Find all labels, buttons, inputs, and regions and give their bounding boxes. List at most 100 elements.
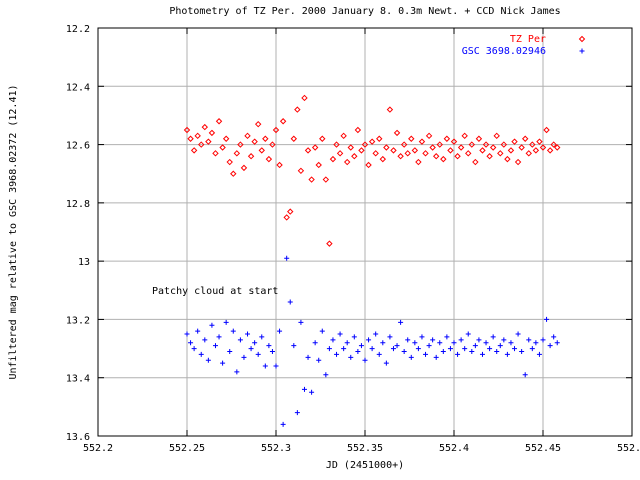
data-point-diamond: [393, 129, 401, 137]
data-point-diamond: [468, 141, 476, 148]
data-point-diamond: [208, 129, 216, 137]
data-point-diamond: [440, 155, 447, 163]
data-point-plus: [262, 363, 268, 369]
data-point-plus: [202, 337, 208, 343]
data-point-diamond: [482, 141, 490, 148]
legend-marker-plus: [579, 48, 585, 54]
data-point-plus: [362, 357, 368, 363]
data-point-plus: [515, 331, 521, 337]
plot-frame: [97, 27, 633, 437]
data-point-diamond: [304, 147, 312, 154]
data-point-plus: [209, 322, 215, 328]
data-point-plus: [369, 346, 375, 352]
data-point-diamond: [497, 150, 504, 157]
data-point-plus: [423, 351, 429, 357]
data-point-plus: [316, 357, 322, 363]
data-point-plus: [508, 340, 514, 346]
data-point-diamond: [279, 118, 287, 125]
data-point-plus: [451, 340, 457, 346]
data-point-plus: [309, 389, 315, 395]
data-point-plus: [426, 343, 432, 349]
data-point-plus: [465, 331, 471, 337]
data-point-diamond: [368, 138, 376, 145]
data-point-plus: [241, 354, 247, 360]
data-point-plus: [227, 348, 233, 354]
data-point-diamond: [308, 176, 315, 183]
data-point-diamond: [486, 153, 493, 160]
series-tz-per: [183, 94, 561, 247]
data-point-plus: [497, 343, 503, 349]
data-point-plus: [284, 255, 290, 261]
data-point-diamond: [283, 214, 290, 221]
data-point-diamond: [429, 144, 436, 151]
data-point-plus: [337, 331, 343, 337]
data-point-diamond: [415, 158, 422, 166]
x-tick-label: 552.45: [525, 443, 561, 454]
data-point-diamond: [358, 147, 365, 154]
data-point-plus: [444, 334, 450, 340]
y-axis-label: Unfiltered mag relative to GSC 3968.0237…: [8, 84, 19, 379]
y-tick-label: 12.2: [66, 24, 90, 35]
data-point-plus: [280, 421, 286, 427]
data-point-plus: [529, 346, 535, 352]
data-point-diamond: [514, 158, 522, 166]
data-point-plus: [188, 340, 194, 346]
data-point-plus: [198, 351, 204, 357]
data-point-plus: [305, 354, 311, 360]
data-point-diamond: [183, 126, 191, 134]
data-point-plus: [440, 348, 446, 354]
data-point-plus: [312, 340, 318, 346]
data-point-plus: [234, 369, 240, 375]
data-point-plus: [220, 360, 226, 366]
data-point-plus: [504, 351, 510, 357]
data-point-plus: [544, 316, 550, 322]
data-point-diamond: [240, 164, 248, 172]
data-point-diamond: [190, 147, 198, 154]
data-point-plus: [351, 334, 357, 340]
data-point-diamond: [319, 135, 326, 142]
data-point-plus: [462, 346, 468, 352]
data-point-diamond: [550, 141, 557, 148]
data-point-plus: [390, 346, 396, 352]
data-point-diamond: [504, 155, 511, 163]
data-point-plus: [277, 328, 283, 334]
data-point-diamond: [290, 135, 298, 142]
data-point-plus: [237, 337, 243, 343]
data-point-diamond: [411, 147, 419, 154]
data-point-plus: [334, 351, 340, 357]
data-point-plus: [547, 343, 553, 349]
data-point-plus: [501, 337, 507, 343]
data-point-plus: [366, 337, 372, 343]
x-tick-label: 552.5: [617, 443, 640, 454]
data-point-diamond: [489, 144, 497, 151]
data-point-plus: [522, 372, 528, 378]
data-point-plus: [380, 340, 386, 346]
data-point-plus: [487, 346, 493, 352]
x-tick-label: 552.2: [83, 443, 113, 454]
data-point-plus: [205, 357, 211, 363]
data-point-plus: [230, 328, 236, 334]
data-point-diamond: [475, 135, 483, 142]
data-point-plus: [252, 340, 258, 346]
data-point-diamond: [244, 132, 251, 140]
data-point-plus: [526, 337, 532, 343]
data-point-diamond: [247, 153, 255, 160]
data-point-plus: [433, 354, 439, 360]
data-point-diamond: [254, 120, 262, 128]
data-point-diamond: [525, 150, 532, 157]
y-tick-label: 13.2: [66, 315, 90, 326]
data-point-plus: [266, 343, 272, 349]
data-point-diamond: [422, 150, 429, 157]
annotation-text: Patchy cloud at start: [152, 286, 278, 297]
data-point-diamond: [265, 155, 273, 163]
data-point-plus: [472, 343, 478, 349]
series-gsc-3698-02946: [184, 255, 560, 427]
data-point-diamond: [383, 144, 390, 151]
data-point-diamond: [529, 141, 536, 148]
axis-ticks: 552.2 552.25 552.3 552.35 552.4 552.45 552.5 12…: [66, 24, 640, 454]
data-point-plus: [512, 346, 518, 352]
data-point-diamond: [443, 135, 451, 142]
data-point-plus: [540, 337, 546, 343]
data-point-plus: [430, 337, 436, 343]
data-point-plus: [273, 363, 279, 369]
